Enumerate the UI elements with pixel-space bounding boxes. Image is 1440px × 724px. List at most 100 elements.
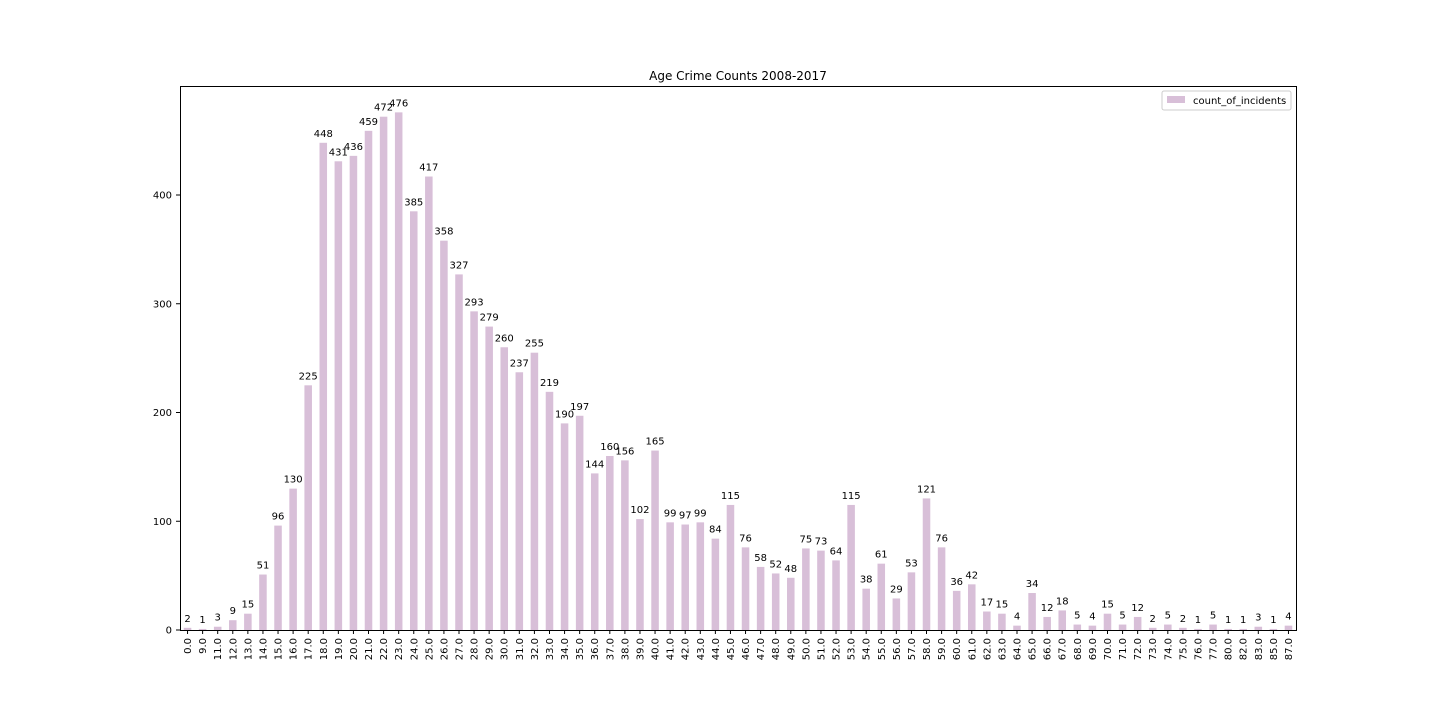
bar-value-label: 260 xyxy=(495,333,514,344)
bar-value-label: 5 xyxy=(1210,611,1216,622)
bar xyxy=(1088,625,1097,630)
bar xyxy=(892,598,901,630)
bar xyxy=(802,548,810,630)
x-tick-label: 33.0 xyxy=(545,638,556,660)
bar-value-label: 17 xyxy=(980,598,993,609)
x-tick-label: 24.0 xyxy=(409,638,420,660)
x-tick-label: 27.0 xyxy=(455,638,466,660)
x-tick-label: 44.0 xyxy=(711,638,722,660)
bar-value-label: 5 xyxy=(1119,611,1125,622)
bar-value-label: 73 xyxy=(815,537,828,548)
bar xyxy=(394,112,403,631)
x-tick-label: 52.0 xyxy=(832,638,843,660)
y-tick-label: 100 xyxy=(153,517,172,528)
bar-value-label: 48 xyxy=(784,564,797,575)
bar xyxy=(1209,624,1217,630)
legend-swatch xyxy=(1167,96,1185,103)
plot-frame xyxy=(180,86,1297,631)
bar-value-label: 165 xyxy=(646,437,665,448)
bar xyxy=(636,519,644,630)
bar-value-label: 3 xyxy=(1255,613,1261,624)
x-tick-label: 83.0 xyxy=(1254,638,1265,660)
bar xyxy=(289,488,297,631)
x-tick-label: 20.0 xyxy=(349,638,360,660)
bar xyxy=(726,504,735,630)
x-tick-label: 22.0 xyxy=(379,638,390,660)
bar xyxy=(666,522,674,630)
bar xyxy=(1073,624,1082,630)
x-tick-label: 46.0 xyxy=(741,638,752,660)
x-tick-label: 57.0 xyxy=(907,638,918,660)
x-tick-label: 21.0 xyxy=(364,638,375,660)
x-tick-label: 14.0 xyxy=(258,638,269,660)
bar xyxy=(1118,624,1127,630)
bar xyxy=(485,326,493,630)
bar-value-label: 12 xyxy=(1041,603,1054,614)
bar xyxy=(379,116,388,630)
bar xyxy=(1148,627,1157,630)
bar-value-label: 255 xyxy=(525,339,544,350)
bar-value-label: 115 xyxy=(721,491,740,502)
bar-value-label: 4 xyxy=(1014,612,1020,623)
legend-box xyxy=(1161,90,1292,111)
bars-group xyxy=(183,112,1293,631)
bar-value-label: 293 xyxy=(465,297,484,308)
bar-value-label: 190 xyxy=(555,409,574,420)
x-tick-label: 23.0 xyxy=(394,638,405,660)
x-tick-label: 28.0 xyxy=(470,638,481,660)
bar xyxy=(425,176,433,630)
bar-value-label: 4 xyxy=(1089,612,1095,623)
bar xyxy=(741,547,750,630)
bar-value-label: 29 xyxy=(890,584,903,595)
x-tick-label: 61.0 xyxy=(967,638,978,660)
x-tick-label: 31.0 xyxy=(515,638,526,660)
y-axis: 0 100 200 300 400 xyxy=(153,191,180,637)
x-tick-label: 80.0 xyxy=(1224,638,1235,660)
bar xyxy=(1224,628,1232,630)
bar-value-label: 358 xyxy=(434,227,453,238)
x-tick-label: 60.0 xyxy=(952,638,963,660)
bar xyxy=(606,456,614,630)
bar xyxy=(983,611,991,630)
bar-value-label: 448 xyxy=(314,129,333,140)
bar xyxy=(771,573,780,630)
bar-value-label: 76 xyxy=(935,533,948,544)
bar xyxy=(651,450,659,630)
x-tick-label: 49.0 xyxy=(786,638,797,660)
bar xyxy=(967,584,976,630)
x-tick-label: 18.0 xyxy=(319,638,330,660)
bar-value-label: 4 xyxy=(1285,612,1291,623)
bar-value-label: 15 xyxy=(241,600,254,611)
bar xyxy=(621,460,629,630)
bar xyxy=(409,211,418,630)
x-tick-label: 63.0 xyxy=(997,638,1008,660)
bar-value-label: 121 xyxy=(917,484,936,495)
legend-label: count_of_incidents xyxy=(1193,96,1286,107)
bar xyxy=(334,161,343,631)
x-tick-label: 66.0 xyxy=(1043,638,1054,660)
bar-value-label: 431 xyxy=(329,147,348,158)
x-tick-label: 74.0 xyxy=(1163,638,1174,660)
x-tick-label: 37.0 xyxy=(605,638,616,660)
bar-value-label: 1 xyxy=(1195,615,1201,626)
bar-value-label: 5 xyxy=(1165,611,1171,622)
x-tick-label: 64.0 xyxy=(1013,638,1024,660)
x-tick-label: 53.0 xyxy=(847,638,858,660)
bar-value-label: 99 xyxy=(664,508,677,519)
x-tick-label: 76.0 xyxy=(1193,638,1204,660)
bar xyxy=(304,385,312,630)
bar xyxy=(440,240,448,630)
bar xyxy=(319,142,328,631)
bar xyxy=(229,620,237,630)
bar xyxy=(455,274,463,630)
x-tick-label: 0.0 xyxy=(183,638,194,654)
bar-value-label: 2 xyxy=(1180,614,1186,625)
x-tick-label: 62.0 xyxy=(982,638,993,660)
x-tick-label: 41.0 xyxy=(666,638,677,660)
x-tick-label: 9.0 xyxy=(198,638,209,654)
bar xyxy=(470,311,478,630)
bar-value-label: 51 xyxy=(257,561,270,572)
bar xyxy=(952,590,961,630)
x-tick-label: 35.0 xyxy=(575,638,586,660)
bar xyxy=(1133,616,1142,630)
